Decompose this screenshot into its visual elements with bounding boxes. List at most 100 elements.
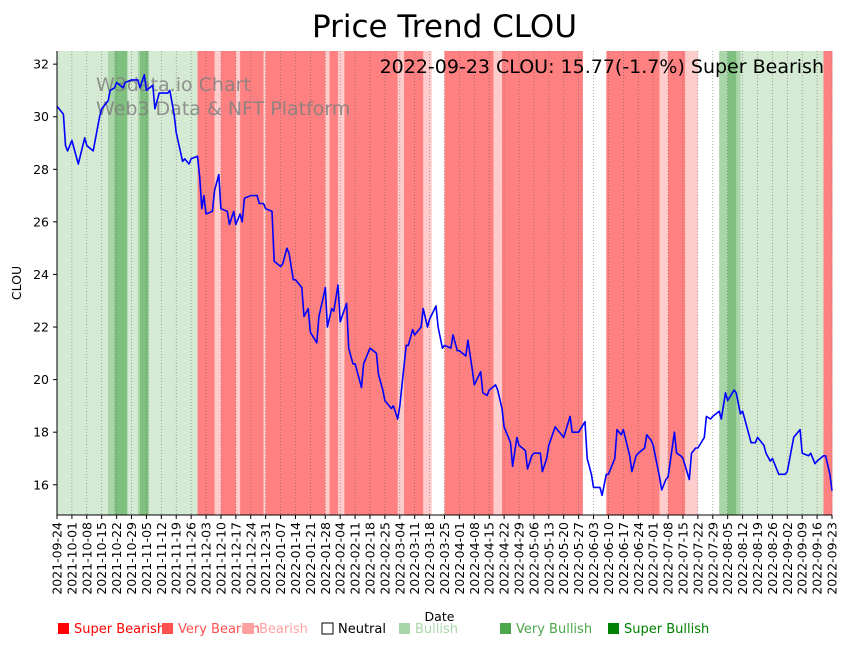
chart-title: Price Trend CLOU bbox=[312, 9, 577, 45]
regime-band bbox=[746, 51, 773, 515]
regime-band bbox=[772, 51, 824, 515]
regime-band bbox=[423, 51, 433, 515]
legend-label-super-bearish: Super Bearish bbox=[74, 622, 165, 637]
regime-band bbox=[148, 51, 171, 515]
regime-band bbox=[263, 51, 267, 515]
x-tick-label: 2022-03-25 bbox=[437, 522, 452, 595]
x-tick-label: 2021-12-24 bbox=[243, 522, 258, 595]
legend-swatch-neutral bbox=[321, 622, 334, 635]
x-tick-label: 2021-10-08 bbox=[79, 522, 94, 595]
legend-label-neutral: Neutral bbox=[338, 622, 386, 637]
x-tick-label: 2022-08-12 bbox=[735, 522, 750, 595]
regime-band-strong bbox=[140, 51, 149, 515]
x-tick-label: 2022-01-28 bbox=[318, 522, 333, 595]
y-tick-label: 20 bbox=[33, 372, 49, 387]
x-tick-label: 2022-08-05 bbox=[720, 522, 735, 595]
legend-label-bearish: Bearish bbox=[259, 622, 308, 637]
x-tick-label: 2022-07-29 bbox=[705, 522, 720, 595]
regime-band bbox=[668, 51, 686, 515]
regime-band bbox=[397, 51, 405, 515]
x-tick-label: 2022-07-15 bbox=[675, 522, 690, 595]
x-tick-label: 2022-05-20 bbox=[556, 522, 571, 595]
y-tick-label: 22 bbox=[33, 320, 49, 335]
regime-band bbox=[501, 51, 584, 515]
regime-band bbox=[431, 51, 445, 515]
x-tick-label: 2022-06-03 bbox=[586, 522, 601, 595]
legend-swatch-bearish bbox=[243, 623, 254, 634]
x-tick-label: 2022-06-24 bbox=[631, 522, 646, 595]
y-axis-label: CLOU bbox=[9, 266, 24, 300]
regime-band bbox=[493, 51, 503, 515]
x-tick-label: 2022-09-09 bbox=[795, 522, 810, 595]
y-tick-label: 18 bbox=[33, 425, 49, 440]
regime-band bbox=[582, 51, 607, 515]
regime-band bbox=[444, 51, 494, 515]
x-tick-label: 2022-04-15 bbox=[482, 522, 497, 595]
x-tick-label: 2022-01-07 bbox=[273, 522, 288, 595]
regime-band bbox=[214, 51, 222, 515]
x-tick-label: 2022-05-13 bbox=[541, 522, 556, 595]
x-tick-label: 2022-01-21 bbox=[303, 522, 318, 595]
x-tick-label: 2022-04-29 bbox=[512, 522, 527, 595]
x-tick-label: 2022-02-18 bbox=[362, 522, 377, 595]
x-tick-label: 2022-06-10 bbox=[601, 522, 616, 595]
regime-band bbox=[220, 51, 237, 515]
x-tick-label: 2022-04-22 bbox=[497, 522, 512, 595]
x-tick-label: 2021-10-22 bbox=[109, 522, 124, 595]
x-tick-label: 2021-11-19 bbox=[169, 522, 184, 595]
x-tick-label: 2021-12-10 bbox=[213, 522, 228, 595]
regime-band bbox=[325, 51, 330, 515]
x-tick-label: 2022-02-04 bbox=[333, 522, 348, 595]
x-tick-label: 2022-05-06 bbox=[526, 522, 541, 595]
x-tick-label: 2021-09-24 bbox=[50, 522, 65, 595]
y-tick-label: 32 bbox=[33, 57, 49, 72]
x-tick-label: 2022-02-11 bbox=[348, 522, 363, 595]
regime-band bbox=[740, 51, 748, 515]
regime-band bbox=[697, 51, 720, 515]
regime-band bbox=[240, 51, 264, 515]
x-tick-label: 2022-08-19 bbox=[750, 522, 765, 595]
price-line-clou bbox=[56, 73, 833, 497]
x-tick-label: 2022-05-27 bbox=[571, 522, 586, 595]
x-tick-label: 2022-04-08 bbox=[467, 522, 482, 595]
regime-band bbox=[127, 51, 139, 515]
y-tick-label: 30 bbox=[33, 109, 49, 124]
x-tick-label: 2022-03-04 bbox=[392, 522, 407, 595]
x-tick-label: 2022-02-25 bbox=[377, 522, 392, 595]
regime-band bbox=[659, 51, 669, 515]
x-grid bbox=[56, 51, 833, 515]
regime-band bbox=[57, 51, 109, 515]
x-tick-label: 2022-01-14 bbox=[288, 522, 303, 595]
legend: Super Bearish Very Bearish Bearish Neutral B… bbox=[58, 622, 709, 637]
x-tick-label: 2021-12-03 bbox=[199, 522, 214, 595]
y-tick-label: 28 bbox=[33, 162, 49, 177]
x-tick-label: 2021-12-17 bbox=[228, 522, 243, 595]
x-tick-label: 2021-11-26 bbox=[184, 522, 199, 595]
x-tick-label: 2022-03-18 bbox=[422, 522, 437, 595]
x-tick-label: 2022-09-16 bbox=[810, 522, 825, 595]
legend-swatch-super-bullish bbox=[608, 623, 619, 634]
legend-label-super-bullish: Super Bullish bbox=[624, 622, 709, 637]
watermark-text: Web3 Data & NFT Platform bbox=[96, 98, 350, 120]
x-tick-label: 2022-08-26 bbox=[765, 522, 780, 595]
x-tick-label: 2022-03-11 bbox=[407, 522, 422, 595]
regime-band bbox=[329, 51, 339, 515]
regime-band bbox=[685, 51, 699, 515]
x-tick-label: 2022-07-22 bbox=[690, 522, 705, 595]
x-tick-label: 2021-10-15 bbox=[94, 522, 109, 595]
legend-swatch-very-bearish bbox=[162, 623, 173, 634]
regime-band bbox=[338, 51, 345, 515]
x-tick-label: 2021-11-05 bbox=[139, 522, 154, 595]
x-tick-label: 2022-09-23 bbox=[825, 522, 840, 595]
y-tick-label: 26 bbox=[33, 214, 49, 229]
regime-band bbox=[719, 51, 729, 515]
x-tick-label: 2022-07-01 bbox=[646, 522, 661, 595]
x-tick-label: 2022-07-08 bbox=[661, 522, 676, 595]
regime-band bbox=[606, 51, 660, 515]
x-axis-label: Date bbox=[425, 609, 455, 624]
y-tick-label: 24 bbox=[33, 267, 49, 282]
latest-price-annotation: 2022-09-23 CLOU: 15.77(-1.7%) Super Bear… bbox=[380, 56, 824, 78]
regime-band bbox=[404, 51, 424, 515]
legend-swatch-bullish bbox=[399, 623, 410, 634]
legend-label-very-bearish: Very Bearish bbox=[178, 622, 260, 637]
